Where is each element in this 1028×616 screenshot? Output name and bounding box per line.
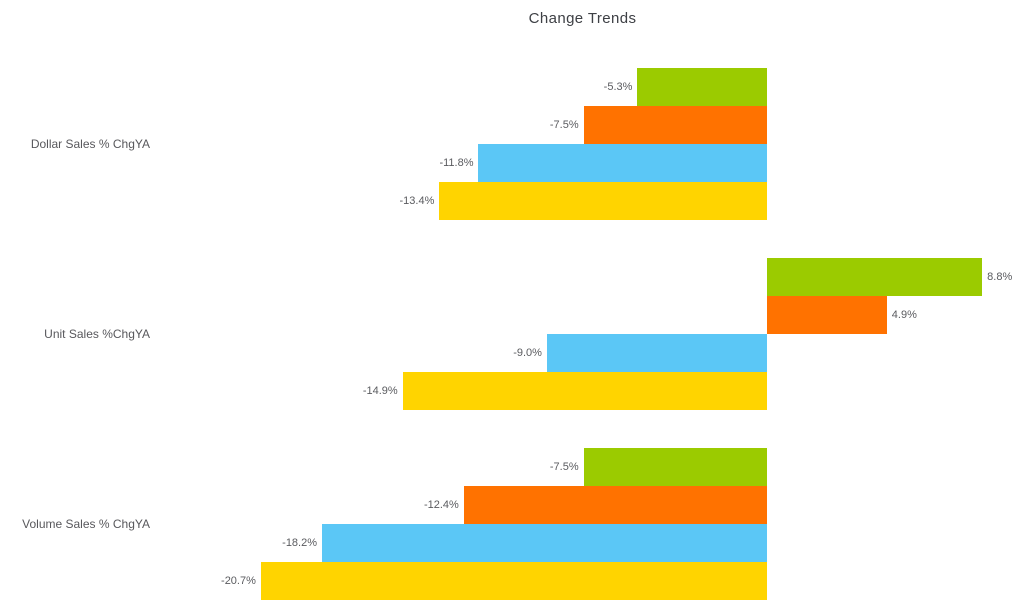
bar-yellow-series[interactable] bbox=[402, 372, 767, 410]
bar-yellow-series[interactable] bbox=[260, 562, 767, 600]
value-label: -13.4% bbox=[399, 195, 435, 207]
bar-blue-series[interactable] bbox=[546, 334, 767, 372]
bar-green-series[interactable] bbox=[583, 448, 767, 486]
value-label: -9.0% bbox=[513, 347, 542, 359]
value-label: -7.5% bbox=[549, 119, 579, 131]
value-label: -12.4% bbox=[423, 499, 459, 511]
value-label: -7.5% bbox=[549, 461, 579, 473]
bar-green-series[interactable] bbox=[637, 68, 767, 106]
value-label: -14.9% bbox=[362, 385, 398, 397]
value-label: -11.8% bbox=[439, 157, 474, 169]
value-label: -20.7% bbox=[221, 575, 256, 587]
value-label: -18.2% bbox=[282, 537, 318, 549]
bar-orange-series[interactable] bbox=[463, 486, 767, 524]
bar-green-series[interactable] bbox=[767, 258, 983, 296]
category-label: Volume Sales % ChgYA bbox=[22, 517, 150, 531]
category-label: Dollar Sales % ChgYA bbox=[30, 137, 150, 151]
bar-orange-series[interactable] bbox=[583, 106, 767, 144]
category-label: Unit Sales %ChgYA bbox=[44, 327, 150, 341]
value-label: 8.8% bbox=[987, 271, 1013, 283]
value-label: -5.3% bbox=[603, 81, 633, 93]
bar-yellow-series[interactable] bbox=[439, 182, 767, 220]
bar-blue-series[interactable] bbox=[478, 144, 767, 182]
bar-orange-series[interactable] bbox=[767, 296, 887, 334]
chart-title: Change Trends bbox=[528, 10, 637, 27]
bar-blue-series[interactable] bbox=[322, 524, 767, 562]
value-label: 4.9% bbox=[891, 309, 917, 321]
